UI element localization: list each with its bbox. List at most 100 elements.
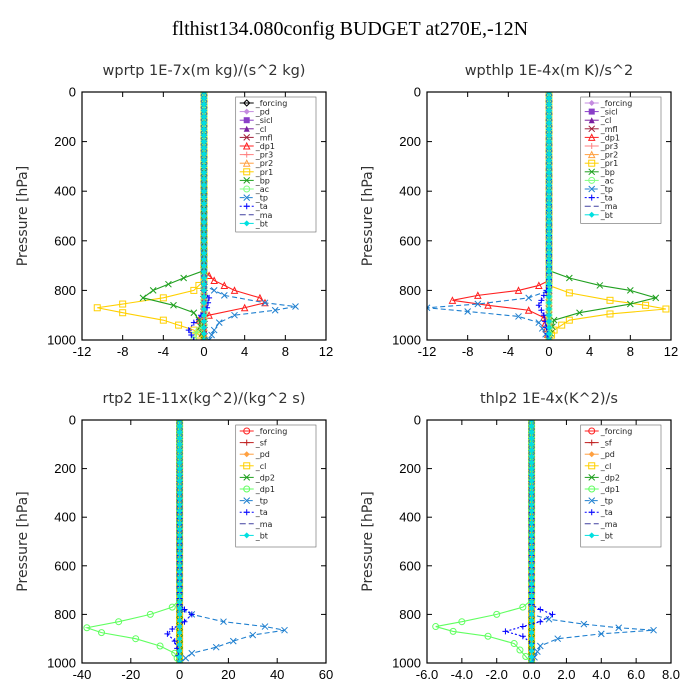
point-marker [524,306,533,314]
legend-marker [243,108,250,115]
point-marker [528,471,535,478]
point-marker [292,303,299,310]
point-marker [220,281,229,289]
point-marker [615,624,623,632]
x-tick-label: 4 [586,344,593,359]
x-tick-label: -40 [73,667,92,682]
series-group [83,420,288,663]
point-marker [201,188,207,195]
point-marker [546,95,552,102]
series-group [432,420,657,663]
legend-label: _bt [600,531,613,540]
point-marker [176,459,183,466]
legend-label: _ta [600,508,613,517]
point-marker [528,562,535,569]
point-marker [149,287,157,294]
point-marker [190,309,198,317]
point-marker [201,206,207,213]
point-marker [188,611,195,618]
x-tick-label: -12 [73,344,92,359]
legend-marker [588,451,595,458]
legend-label: _ma [600,520,618,529]
point-marker [201,318,207,325]
legend-label: _forcing [255,427,288,436]
series-line-pr1 [548,92,667,340]
point-marker [546,182,552,188]
point-marker [176,660,183,663]
point-marker [176,508,183,515]
point-marker [545,615,553,623]
x-tick-label: -4.0 [451,667,473,682]
point-marker [176,435,183,442]
point-marker [606,310,614,318]
series-line-ta [503,420,554,663]
plot-frame [81,419,327,664]
point-marker [427,304,431,312]
y-tick-label: 1000 [392,656,421,671]
point-marker [176,544,183,551]
y-tick-label: 600 [54,558,76,573]
legend-label: _tp [600,185,613,194]
legend-label: _cl [255,125,267,134]
point-marker [528,453,535,460]
plot-frame [426,419,672,664]
y-axis-label: Pressure [hPa] [15,491,31,591]
point-marker [190,319,197,326]
point-marker [546,287,552,294]
point-marker [528,502,535,509]
legend-label: _pd [255,450,270,459]
point-marker [652,294,660,302]
legend-label: _ma [600,202,618,211]
y-tick-label: 200 [399,134,421,149]
x-tick-label: 40 [270,667,284,682]
point-marker [240,303,249,312]
point-marker [546,188,552,195]
point-marker [528,544,535,551]
point-marker [528,623,535,630]
point-marker [535,302,542,309]
point-marker [528,641,535,648]
point-marker [201,268,207,275]
point-marker [626,300,634,308]
legend-marker [587,133,596,141]
point-marker [528,526,535,533]
x-tick-label: 60 [319,667,333,682]
point-marker [546,293,552,300]
legend-marker [243,497,251,504]
point-marker [474,300,482,308]
legend-marker [243,474,251,481]
x-tick-label: 0 [545,344,552,359]
point-marker [200,336,208,340]
point-marker [576,309,583,317]
point-marker [474,291,482,299]
point-marker [538,297,545,304]
point-marker [528,420,535,423]
point-marker [159,294,167,302]
legend-marker [588,439,595,446]
point-marker [210,326,218,334]
point-marker [176,629,183,636]
panel-4: thlp2 1E-4x(K^2)/s Pressure [hPa] -6.0 -4.0… [360,391,680,682]
legend-marker [588,194,595,201]
y-tick-label: 600 [54,233,76,248]
point-marker [449,627,457,635]
point-marker [256,293,264,302]
series-line-ta [188,92,210,340]
x-tick-label: 8 [627,344,634,359]
point-marker [201,107,207,114]
point-marker [528,617,535,624]
series-line-tp [427,92,550,340]
legend-marker [588,125,596,133]
legend-label: _dp1 [600,485,620,494]
point-marker [176,635,183,642]
legend-marker [587,150,596,159]
point-marker [201,144,207,151]
point-marker [528,477,535,484]
y-tick-label: 600 [399,558,421,573]
point-marker [201,113,207,120]
series-line-dp1 [452,92,550,340]
legend-label: _forcing [600,427,633,436]
point-marker [201,138,207,145]
x-tick-label: -8 [462,344,474,359]
point-marker [190,337,197,340]
